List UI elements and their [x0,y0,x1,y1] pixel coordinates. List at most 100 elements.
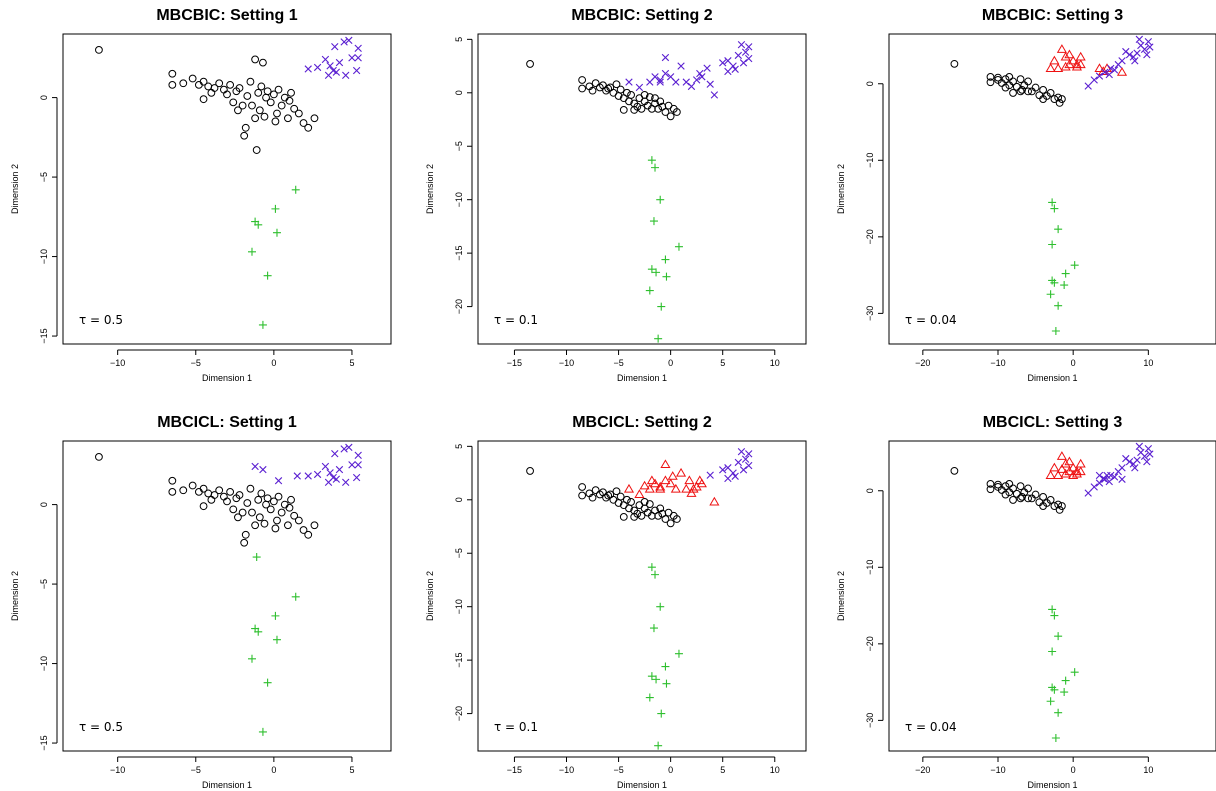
data-point [1075,458,1086,468]
data-point [223,497,231,506]
data-point [1039,85,1048,94]
data-point [526,60,534,68]
data-point [1071,61,1082,71]
data-point [994,73,1002,82]
data-point [204,489,213,498]
data-point [240,538,249,547]
data-point [591,79,600,88]
data-point [739,59,748,67]
panel-1: MBCBIC: Setting 1 −10 −5 0 5 −15 −10 −5 0 Dimensi… [10,7,392,383]
x-tick-label: 0 [1071,358,1076,368]
data-point [271,524,280,533]
data-point [335,465,344,474]
data-point [1060,468,1071,478]
data-point [655,481,666,491]
data-point [277,508,286,517]
data-point [640,498,649,506]
data-point [646,475,657,485]
y-tick-label: 0 [454,90,464,95]
data-point [287,88,295,97]
data-point [1016,87,1025,96]
data-point [652,268,661,277]
x-tick-label: 10 [770,358,780,368]
data-point [670,483,681,493]
data-point [280,93,289,102]
data-point [291,185,300,194]
data-point [257,489,266,498]
data-point [745,43,753,51]
data-point [591,486,600,495]
data-point [1045,470,1056,479]
data-point [677,62,685,70]
data-point [588,86,597,95]
data-point [675,467,687,477]
data-point [285,96,294,105]
x-tick-label: −15 [507,765,522,775]
data-point [304,123,313,132]
y-axis-label: Dimension 2 [10,164,20,214]
data-point [1039,95,1048,103]
data-point [604,491,613,500]
data-point [235,491,244,499]
x-axis-label: Dimension 1 [202,373,252,383]
data-point [1050,502,1059,510]
data-point [354,461,362,469]
data-point [255,106,264,115]
data-point [647,265,656,274]
data-point [255,513,264,522]
data-point [263,271,272,280]
data-point [277,101,286,110]
data-point [588,493,597,502]
data-point [1054,93,1063,102]
x-axis-label: Dimension 1 [202,780,252,790]
data-point [1061,676,1070,685]
data-point [703,64,711,72]
data-point [645,286,654,295]
data-point [649,217,658,226]
data-point [994,480,1002,489]
data-point [1140,45,1149,53]
data-point [194,80,203,89]
data-point [1146,43,1154,51]
data-point [199,484,208,493]
data-point [687,82,696,91]
data-point [1105,70,1113,79]
y-tick-label: −15 [454,245,464,260]
tau-annotation: τ = 0.1 [494,720,538,734]
data-point [1048,198,1057,207]
series-x [1084,442,1154,497]
y-tick-label: −10 [454,192,464,207]
data-point [274,492,283,501]
data-point [661,53,670,62]
data-point [1064,49,1075,59]
data-point [986,72,995,81]
y-tick-label: −10 [865,153,875,168]
data-point [1101,68,1109,76]
data-point [219,492,228,501]
data-point [194,487,203,496]
data-point [1048,240,1057,249]
data-point [266,505,275,514]
x-tick-label: 10 [1143,765,1153,775]
tau-annotation: τ = 0.04 [905,313,957,327]
data-point [321,55,330,64]
data-point [1055,505,1064,514]
data-point [354,54,362,62]
x-tick-label: −10 [559,765,574,775]
data-point [1143,50,1151,59]
data-point [1057,502,1066,510]
data-point [1125,457,1134,466]
data-point [263,87,272,96]
data-point [345,443,353,452]
data-point [655,483,666,493]
panel-4: MBCICL: Setting 1 −10 −5 0 5 −15 −10 −5 0 Dimensi… [10,414,392,790]
data-point [274,477,283,485]
data-point [660,475,671,485]
data-point [313,63,322,72]
y-tick-label: −20 [454,299,464,314]
data-point [745,461,753,470]
data-point [674,649,683,658]
series-circle [950,59,1066,107]
data-point [258,727,267,736]
y-tick-label: 0 [454,497,464,502]
